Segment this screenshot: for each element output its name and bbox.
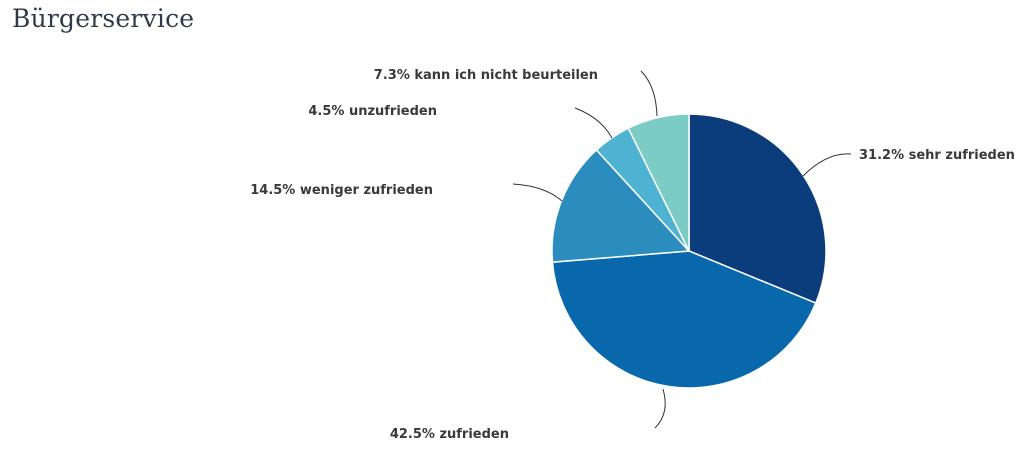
slice-label: 4.5% unzufrieden	[308, 104, 437, 119]
pie-slices	[551, 113, 827, 389]
label-connector	[654, 388, 666, 429]
slice-label: 14.5% weniger zufrieden	[250, 183, 433, 198]
pie-slice-zufrieden[interactable]	[551, 250, 817, 389]
slice-label: 7.3% kann ich nicht beurteilen	[374, 68, 598, 83]
label-connector	[802, 153, 852, 177]
label-connectors	[512, 70, 852, 429]
slice-label: 42.5% zufrieden	[390, 427, 509, 442]
page-title: Bürgerservice	[12, 4, 195, 33]
slice-label: 31.2% sehr zufrieden	[859, 148, 1015, 163]
pie-slice-kann-ich-nicht-beurteilen[interactable]	[627, 113, 690, 252]
pie-slice-sehr-zufrieden[interactable]	[688, 113, 827, 305]
label-connector	[574, 107, 613, 139]
label-connector	[512, 183, 563, 202]
label-connector	[640, 70, 658, 117]
slice-labels: 31.2% sehr zufrieden 42.5% zufrieden 14.5%…	[250, 68, 1015, 442]
